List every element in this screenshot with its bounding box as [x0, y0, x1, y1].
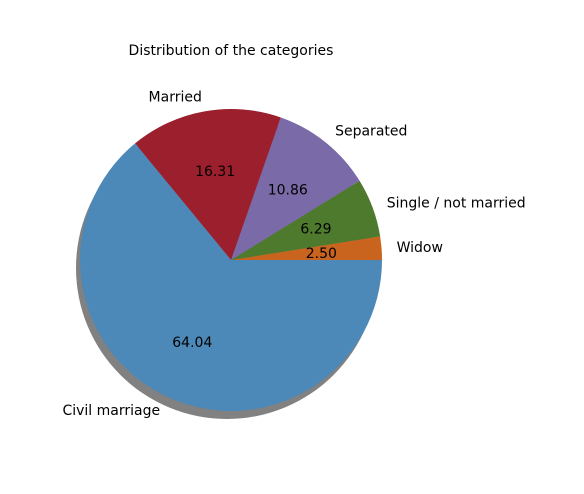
slice-category-label: Separated — [335, 124, 407, 140]
slice-category-label: Widow — [397, 240, 443, 256]
pie-slice-widow — [231, 236, 382, 260]
slice-category-label: Single / not married — [387, 195, 526, 211]
pie-slices — [80, 108, 383, 412]
chart-title: Distribution of the categories — [129, 43, 334, 59]
slice-percent-label: 10.86 — [268, 182, 308, 198]
slice-percent-label: 6.29 — [300, 222, 331, 238]
pie-slice-separated — [231, 117, 360, 260]
slice-category-label: Civil marriage — [62, 403, 160, 419]
slice-percent-label: 2.50 — [306, 246, 337, 262]
slice-category-label: Married — [149, 89, 202, 105]
pie-slice-civil-marriage — [80, 143, 383, 412]
pie-slice-single-not-married — [231, 180, 381, 260]
pie-slice-married — [135, 108, 281, 260]
pie-labels: Widow 2.50 Single / not married 6.29 Separat… — [62, 89, 525, 419]
slice-percent-label: 64.04 — [172, 335, 212, 351]
slice-percent-label: 16.31 — [195, 164, 235, 180]
